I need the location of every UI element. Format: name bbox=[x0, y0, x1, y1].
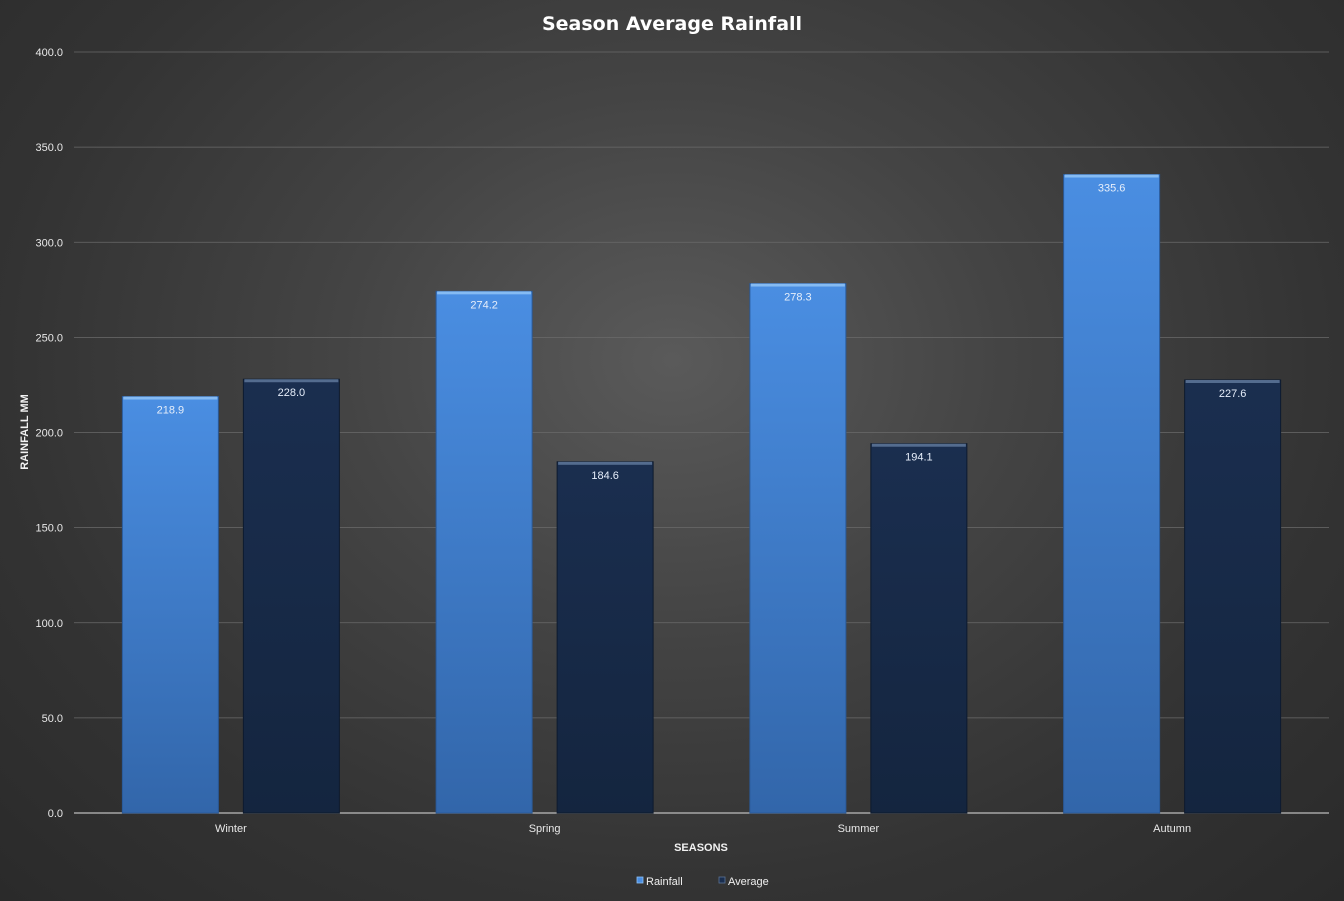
bar-top-highlight bbox=[123, 396, 218, 400]
bar-top-highlight bbox=[1185, 379, 1280, 383]
bars bbox=[121, 174, 1282, 814]
x-axis-title: SEASONS bbox=[674, 842, 728, 854]
y-tick-label: 350.0 bbox=[35, 142, 63, 154]
data-label: 227.6 bbox=[1219, 388, 1247, 400]
bar-average-winter bbox=[242, 378, 340, 814]
bar-top-highlight bbox=[437, 291, 532, 295]
data-label: 278.3 bbox=[784, 292, 812, 304]
data-label: 335.6 bbox=[1098, 183, 1126, 195]
bar-rainfall-autumn bbox=[1063, 174, 1161, 814]
bar-rainfall-spring bbox=[435, 290, 533, 814]
bar-top-highlight bbox=[244, 379, 339, 383]
y-tick-label: 0.0 bbox=[48, 808, 63, 820]
y-axis-title: RAINFALL MM bbox=[19, 394, 31, 470]
y-tick-label: 200.0 bbox=[35, 428, 63, 440]
y-tick-label: 150.0 bbox=[35, 523, 63, 535]
chart-title: Season Average Rainfall bbox=[542, 13, 802, 35]
legend: Rainfall Average bbox=[636, 876, 769, 888]
bar-average-summer bbox=[870, 443, 968, 814]
bar-top-highlight bbox=[558, 461, 653, 465]
data-label: 218.9 bbox=[157, 405, 185, 417]
data-label: 274.2 bbox=[470, 299, 498, 311]
legend-label-average: Average bbox=[728, 876, 769, 888]
legend-swatch-average bbox=[718, 876, 726, 884]
bar-top-highlight bbox=[871, 443, 966, 447]
bar-top-highlight bbox=[1064, 174, 1159, 178]
y-tick-label: 100.0 bbox=[35, 618, 63, 630]
bar-rainfall-summer bbox=[749, 283, 847, 814]
x-tick-label: Autumn bbox=[1153, 823, 1191, 835]
bar-average-spring bbox=[556, 461, 654, 814]
bar-average-autumn bbox=[1184, 379, 1282, 814]
legend-label-rainfall: Rainfall bbox=[646, 876, 683, 888]
x-tick-label: Summer bbox=[838, 823, 880, 835]
data-labels: 218.9 228.0 274.2 184.6 278.3 194.1 335.6 227.6 bbox=[157, 183, 1247, 482]
y-tick-label: 400.0 bbox=[35, 47, 63, 59]
data-label: 194.1 bbox=[905, 452, 933, 464]
y-axis-ticks: 0.0 50.0 100.0 150.0 200.0 250.0 300.0 350.0 400… bbox=[35, 47, 63, 820]
y-tick-label: 250.0 bbox=[35, 332, 63, 344]
x-axis-ticks: Winter Spring Summer Autumn bbox=[215, 823, 1191, 835]
bar-top-highlight bbox=[750, 283, 845, 287]
bar-rainfall-winter bbox=[121, 396, 219, 814]
x-tick-label: Spring bbox=[529, 823, 561, 835]
x-tick-label: Winter bbox=[215, 823, 247, 835]
data-label: 184.6 bbox=[591, 470, 619, 482]
y-tick-label: 300.0 bbox=[35, 237, 63, 249]
legend-swatch-rainfall bbox=[636, 876, 644, 884]
data-label: 228.0 bbox=[278, 387, 306, 399]
y-tick-label: 50.0 bbox=[42, 713, 63, 725]
